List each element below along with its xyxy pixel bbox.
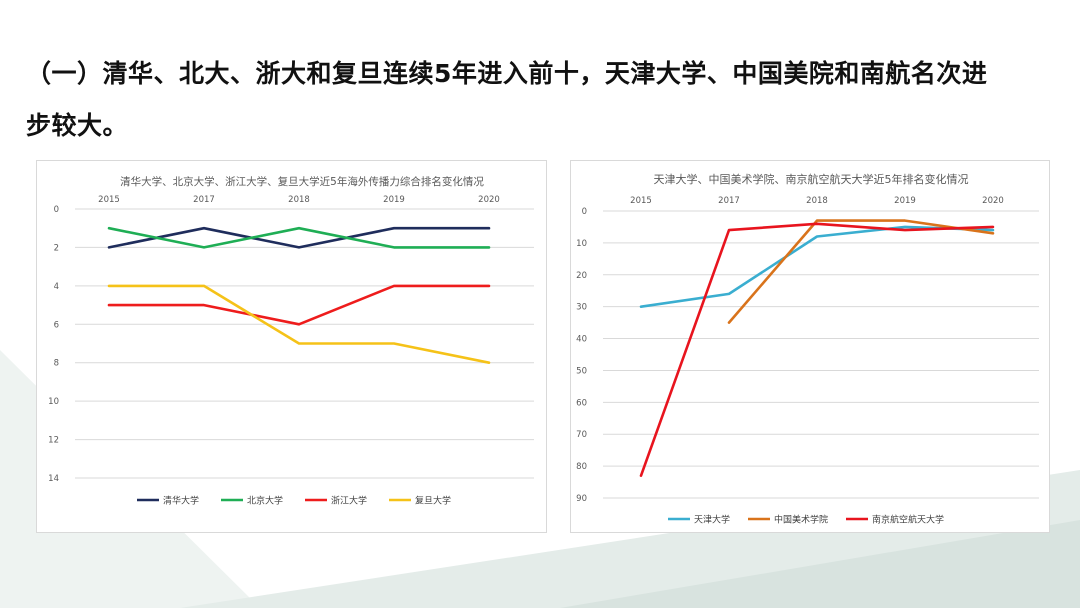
series-line-1 (639, 225, 995, 308)
y-tick-label: 14 (48, 474, 59, 484)
legend-item: 中国美术学院 (748, 514, 828, 526)
y-tick-label: 0 (54, 205, 59, 215)
y-tick-label: 2 (54, 243, 59, 253)
legend-item: 清华大学 (137, 495, 199, 507)
x-tick-label: 2019 (383, 195, 405, 205)
y-tick-label: 30 (576, 303, 587, 313)
legend-label: 清华大学 (163, 495, 199, 507)
x-tick-label: 2018 (288, 195, 310, 205)
series-line-4 (107, 284, 491, 364)
y-tick-label: 20 (576, 271, 587, 281)
y-tick-label: 10 (48, 397, 59, 407)
y-tick-label: 10 (576, 239, 587, 249)
series-line-2 (727, 219, 995, 324)
chart-panel-top-universities: 清华大学、北京大学、浙江大学、复旦大学近5年海外传播力综合排名变化情况 0 2 4 6 8… (36, 160, 547, 533)
x-tick-label: 2020 (478, 195, 500, 205)
y-tick-label: 70 (576, 430, 587, 440)
legend-item: 复旦大学 (389, 495, 451, 507)
y-tick-label: 50 (576, 366, 587, 376)
series-line-2 (107, 226, 491, 249)
y-tick-label: 80 (576, 462, 587, 472)
y-tick-label: 60 (576, 398, 587, 408)
legend-item: 天津大学 (668, 514, 730, 526)
series-line-3 (107, 284, 491, 326)
x-tick-label: 2015 (98, 195, 120, 205)
heading-line-1: （一）清华、北大、浙大和复旦连续5年进入前十，天津大学、中国美院和南航名次进 (26, 59, 988, 88)
y-tick-label: 6 (54, 320, 59, 330)
legend-label: 南京航空航天大学 (872, 514, 944, 526)
x-tick-label: 2019 (894, 196, 916, 206)
legend-label: 天津大学 (694, 514, 730, 526)
y-tick-label: 8 (54, 359, 59, 369)
y-tick-label: 4 (54, 282, 59, 292)
legend-label: 浙江大学 (331, 495, 367, 507)
y-tick-label: 40 (576, 335, 587, 345)
line-chart-top-universities: 清华大学、北京大学、浙江大学、复旦大学近5年海外传播力综合排名变化情况 0 2 4 6 8… (48, 175, 534, 507)
chart-title: 天津大学、中国美术学院、南京航空航天大学近5年排名变化情况 (654, 172, 969, 186)
page-heading: （一）清华、北大、浙大和复旦连续5年进入前十，天津大学、中国美院和南航名次进 步… (26, 48, 1056, 152)
legend-label: 北京大学 (247, 495, 283, 507)
x-tick-label: 2018 (806, 196, 828, 206)
x-tick-label: 2015 (630, 196, 652, 206)
series-line-1 (107, 226, 491, 249)
y-tick-label: 90 (576, 494, 587, 504)
legend-item: 浙江大学 (305, 495, 367, 507)
legend-item: 南京航空航天大学 (846, 514, 944, 526)
x-tick-label: 2017 (193, 195, 215, 205)
chart-panel-rising-universities: 天津大学、中国美术学院、南京航空航天大学近5年排名变化情况 0 10 20 30 40 50… (570, 160, 1050, 533)
x-tick-label: 2017 (718, 196, 740, 206)
y-tick-label: 12 (48, 436, 59, 446)
heading-line-2: 步较大。 (26, 111, 129, 140)
line-chart-rising-universities: 天津大学、中国美术学院、南京航空航天大学近5年排名变化情况 0 10 20 30 40 50… (576, 172, 1039, 526)
y-tick-label: 0 (582, 207, 587, 217)
x-tick-label: 2020 (982, 196, 1004, 206)
legend-label: 中国美术学院 (774, 514, 828, 526)
bg-shape-corner (560, 520, 1080, 608)
series-line-3 (639, 222, 995, 477)
legend-label: 复旦大学 (415, 495, 451, 507)
legend-item: 北京大学 (221, 495, 283, 507)
chart-title: 清华大学、北京大学、浙江大学、复旦大学近5年海外传播力综合排名变化情况 (120, 175, 484, 188)
